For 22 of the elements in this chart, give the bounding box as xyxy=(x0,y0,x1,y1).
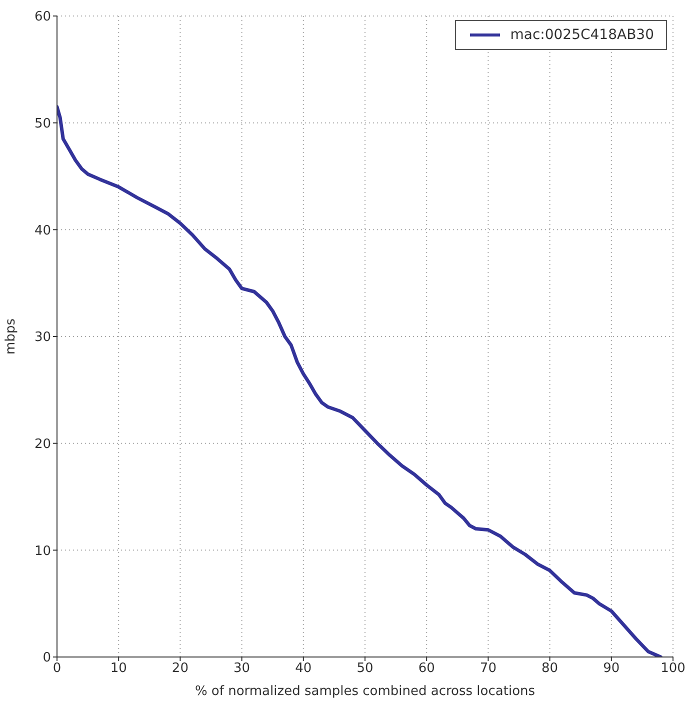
x-tick-label: 40 xyxy=(295,661,312,676)
x-tick-label: 30 xyxy=(234,661,250,676)
y-tick-label: 0 xyxy=(42,650,51,666)
x-axis-title: % of normalized samples combined across locations xyxy=(194,684,536,699)
y-axis-title: mbps xyxy=(4,318,19,354)
x-tick-label: 20 xyxy=(172,661,188,676)
y-tick-label: 40 xyxy=(34,223,51,238)
x-tick-label: 100 xyxy=(660,661,686,676)
x-tick-label: 80 xyxy=(542,661,558,676)
x-tick-label: 90 xyxy=(603,661,620,676)
x-tick-label: 10 xyxy=(110,661,127,676)
legend-label: mac:0025C418AB30 xyxy=(510,27,654,43)
x-tick-label: 0 xyxy=(52,661,62,676)
y-tick-label: 30 xyxy=(34,330,51,346)
x-tick-label: 60 xyxy=(418,661,435,676)
x-tick-label: 70 xyxy=(480,661,496,676)
y-tick-label: 60 xyxy=(34,10,51,25)
y-tick-label: 10 xyxy=(34,544,51,559)
y-tick-label: 50 xyxy=(34,116,51,132)
line-series xyxy=(57,105,662,657)
x-tick-label: 50 xyxy=(356,661,374,676)
y-tick-label: 20 xyxy=(34,436,51,452)
